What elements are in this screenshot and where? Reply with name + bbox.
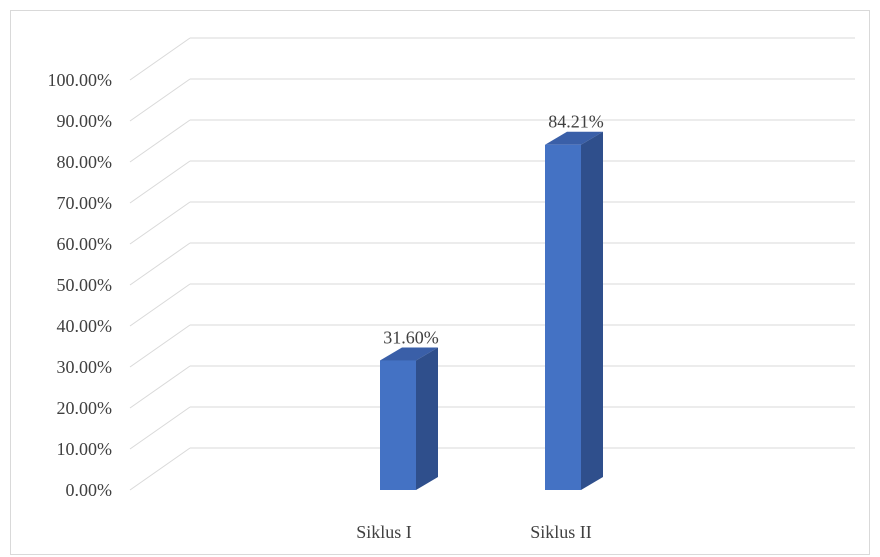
gridline-diagonal — [129, 406, 191, 450]
bar — [380, 360, 416, 490]
bar-top — [545, 131, 603, 145]
x-tick-label: Siklus I — [356, 522, 412, 542]
y-tick-label: 0.00% — [66, 480, 113, 500]
y-tick-label: 10.00% — [57, 439, 113, 459]
y-tick-label: 90.00% — [57, 111, 113, 131]
gridline-diagonal — [129, 283, 191, 327]
bar-top — [380, 347, 438, 361]
y-tick-label: 100.00% — [48, 70, 113, 90]
gridline-diagonal — [129, 37, 191, 81]
y-tick-label: 70.00% — [57, 193, 113, 213]
y-tick-label: 30.00% — [57, 357, 113, 377]
y-tick-label: 40.00% — [57, 316, 113, 336]
bar-side — [581, 131, 603, 490]
y-tick-label: 20.00% — [57, 398, 113, 418]
gridline-diagonal — [129, 201, 191, 245]
bar-side — [416, 347, 438, 490]
gridline-diagonal — [129, 324, 191, 368]
data-label: 31.60% — [383, 327, 439, 347]
y-tick-label: 80.00% — [57, 152, 113, 172]
gridline-diagonal — [129, 119, 191, 163]
y-tick-label: 60.00% — [57, 234, 113, 254]
gridline-diagonal — [129, 78, 191, 122]
gridline-diagonal — [129, 447, 191, 491]
gridline-diagonal — [129, 160, 191, 204]
bar — [545, 144, 581, 490]
x-tick-label: Siklus II — [530, 522, 592, 542]
y-tick-label: 50.00% — [57, 275, 113, 295]
gridline-diagonal — [129, 365, 191, 409]
gridline-diagonal — [129, 242, 191, 286]
chart-frame — [10, 10, 870, 555]
data-label: 84.21% — [548, 112, 604, 132]
